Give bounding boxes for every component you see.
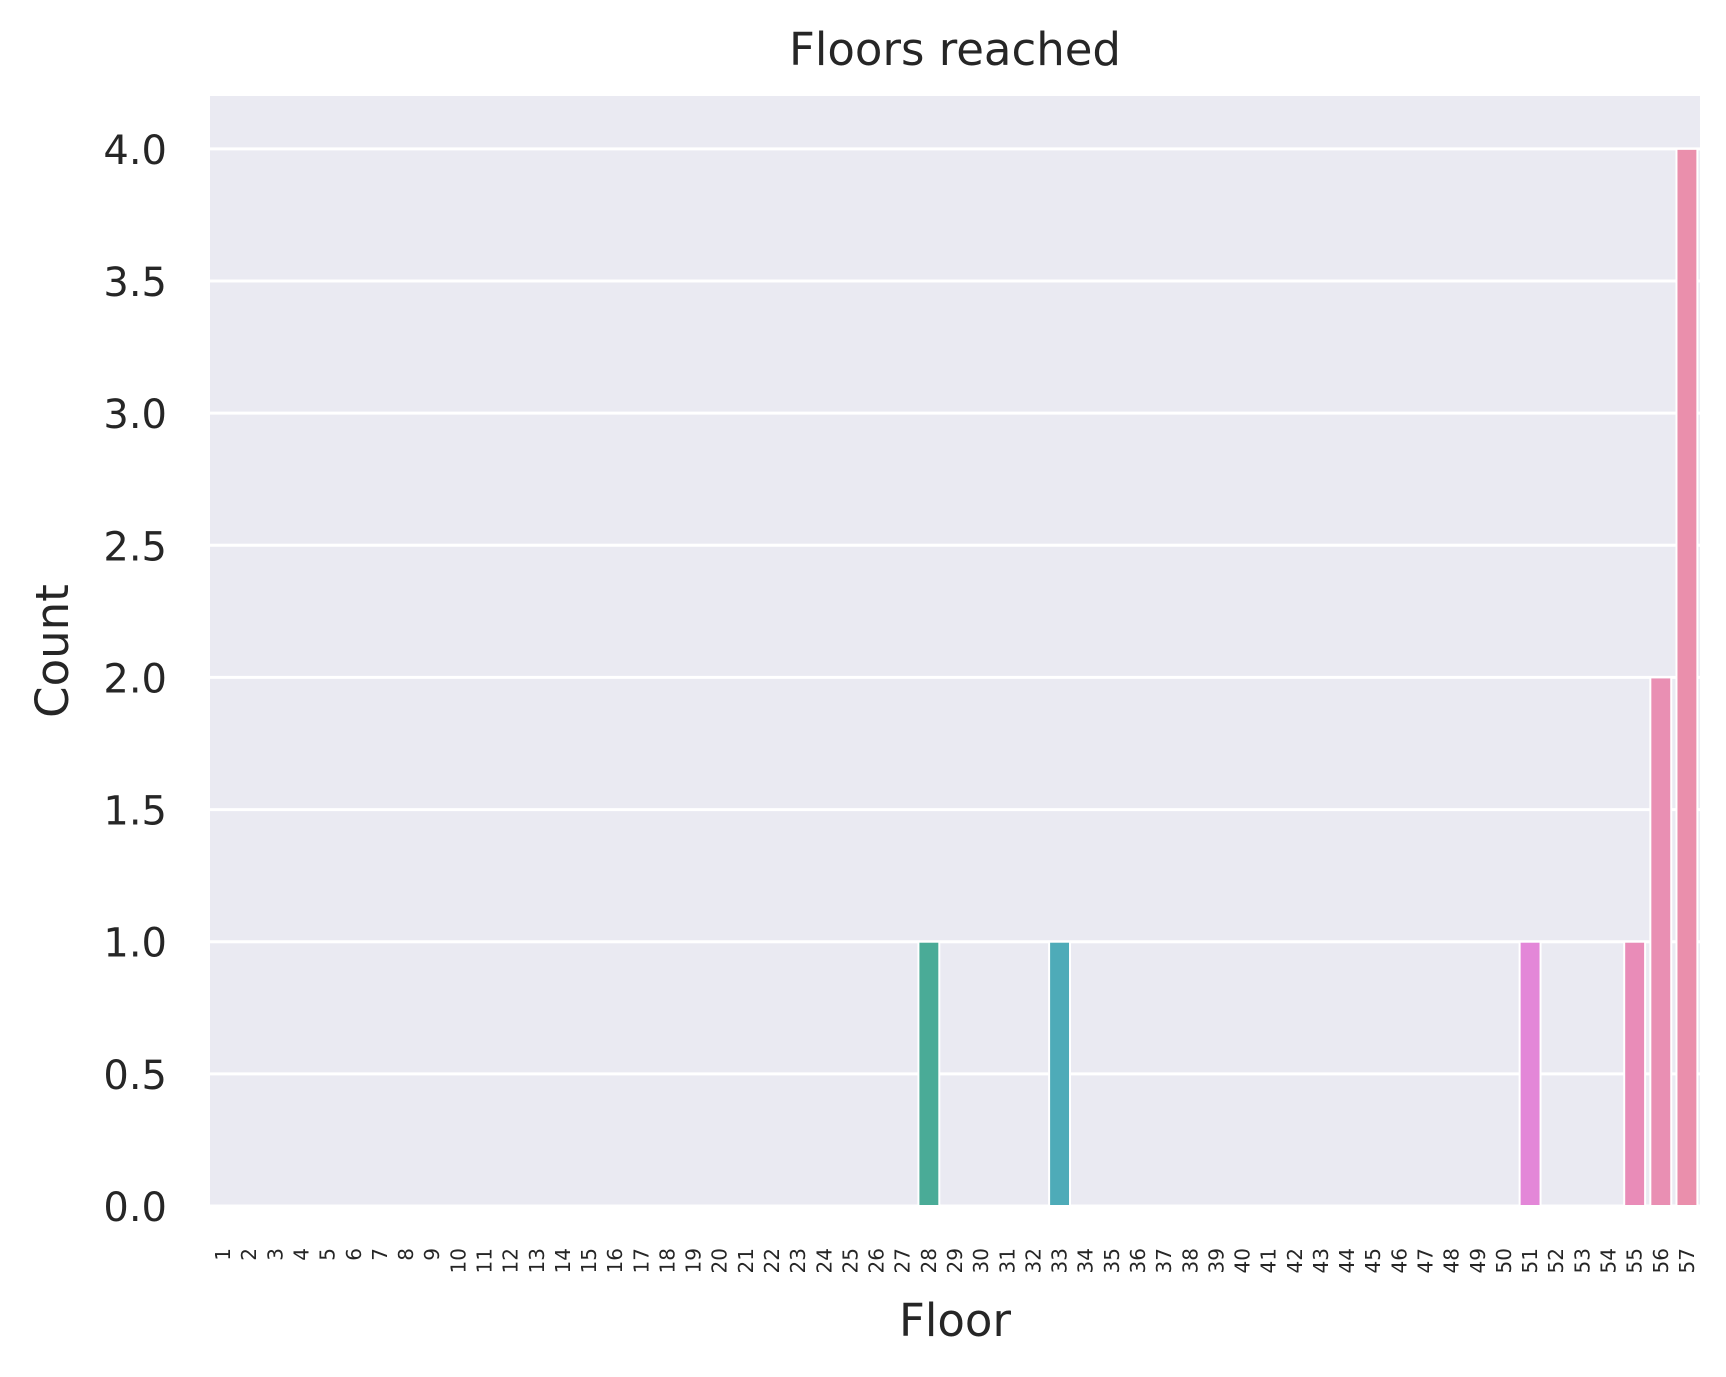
x-tick-label: 20: [708, 1248, 732, 1273]
y-tick-label: 4.0: [103, 128, 167, 174]
x-tick-labels: 1 2 3 4 5 6 7 8 9 10 11 12 13 14 15 16 17 18 19 20 21 22 23 24 2…: [211, 1248, 1699, 1273]
x-tick-label: 24: [812, 1248, 836, 1273]
x-tick-label: 46: [1387, 1248, 1411, 1273]
x-tick-label: 11: [472, 1248, 496, 1273]
x-tick-label: 32: [1021, 1248, 1045, 1273]
x-tick-label: 42: [1283, 1248, 1307, 1273]
x-tick-label: 41: [1257, 1248, 1281, 1273]
x-tick-label: 29: [943, 1248, 967, 1273]
x-tick-label: 54: [1597, 1248, 1621, 1273]
x-tick-label: 4: [289, 1248, 313, 1261]
x-tick-label: 2: [237, 1248, 261, 1261]
x-tick-label: 15: [577, 1248, 601, 1273]
x-tick-label: 10: [446, 1248, 470, 1273]
x-tick-label: 52: [1544, 1248, 1568, 1273]
x-tick-label: 3: [263, 1248, 287, 1261]
x-tick-label: 35: [1100, 1248, 1124, 1273]
bar: [1048, 940, 1072, 1207]
x-tick-label: 33: [1048, 1248, 1072, 1273]
x-tick-label: 21: [734, 1248, 758, 1273]
bar: [1649, 676, 1673, 1207]
grid-lines: [210, 147, 1700, 1208]
plot-area: [210, 96, 1700, 1206]
y-tick-label: 1.0: [103, 921, 167, 967]
x-tick-label: 27: [891, 1248, 915, 1273]
x-tick-label: 51: [1518, 1248, 1542, 1273]
chart-title: Floors reached: [789, 23, 1121, 76]
x-tick-label: 37: [1152, 1248, 1176, 1273]
x-tick-label: 34: [1074, 1248, 1098, 1273]
x-tick-label: 18: [655, 1248, 679, 1273]
x-tick-label: 55: [1623, 1248, 1647, 1273]
x-tick-label: 8: [394, 1248, 418, 1261]
x-tick-label: 57: [1675, 1248, 1699, 1273]
x-tick-label: 47: [1414, 1248, 1438, 1273]
x-tick-label: 22: [760, 1248, 784, 1273]
x-tick-label: 49: [1466, 1248, 1490, 1273]
x-tick-label: 31: [995, 1248, 1019, 1273]
x-tick-label: 53: [1570, 1248, 1594, 1273]
y-tick-label: 0.5: [103, 1053, 167, 1099]
y-tick-label: 2.0: [103, 656, 167, 702]
y-tick-label: 3.0: [103, 392, 167, 438]
x-tick-label: 23: [786, 1248, 810, 1273]
x-tick-label: 56: [1649, 1248, 1673, 1273]
x-tick-label: 6: [342, 1248, 366, 1261]
bar: [917, 940, 941, 1207]
y-tick-labels: 0.0 0.5 1.0 1.5 2.0 2.5 3.0 3.5 4.0: [103, 128, 167, 1231]
x-tick-label: 5: [316, 1248, 340, 1261]
x-tick-label: 28: [917, 1248, 941, 1273]
x-tick-label: 7: [368, 1248, 392, 1261]
x-tick-label: 50: [1492, 1248, 1516, 1273]
x-axis-label: Floor: [899, 1294, 1011, 1347]
x-tick-label: 19: [682, 1248, 706, 1273]
x-tick-label: 45: [1361, 1248, 1385, 1273]
y-axis-label: Count: [26, 584, 79, 718]
x-tick-label: 43: [1309, 1248, 1333, 1273]
x-tick-label: 38: [1178, 1248, 1202, 1273]
x-tick-label: 12: [499, 1248, 523, 1273]
x-tick-label: 40: [1231, 1248, 1255, 1273]
x-tick-label: 36: [1126, 1248, 1150, 1273]
x-tick-label: 26: [865, 1248, 889, 1273]
x-tick-label: 17: [629, 1248, 653, 1273]
x-tick-label: 13: [525, 1248, 549, 1273]
y-tick-label: 1.5: [103, 789, 167, 835]
bar: [1623, 940, 1647, 1207]
x-tick-label: 14: [551, 1248, 575, 1273]
bar: [1675, 147, 1699, 1207]
y-tick-label: 2.5: [103, 524, 167, 570]
x-tick-label: 30: [969, 1248, 993, 1273]
x-tick-label: 16: [603, 1248, 627, 1273]
x-tick-label: 48: [1440, 1248, 1464, 1273]
y-tick-label: 0.0: [103, 1185, 167, 1231]
bars: [917, 147, 1699, 1207]
x-tick-label: 39: [1204, 1248, 1228, 1273]
y-tick-label: 3.5: [103, 260, 167, 306]
x-tick-label: 9: [420, 1248, 444, 1261]
x-tick-label: 25: [838, 1248, 862, 1273]
x-tick-label: 1: [211, 1248, 235, 1261]
x-tick-label: 44: [1335, 1248, 1359, 1273]
bar: [1518, 940, 1542, 1207]
